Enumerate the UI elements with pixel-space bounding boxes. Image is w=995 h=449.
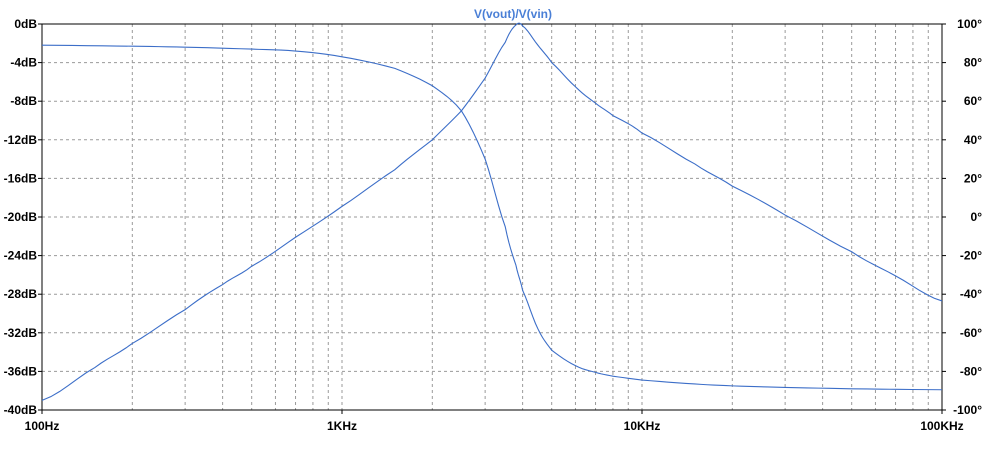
right-axis-tick-label: 80° <box>964 56 982 70</box>
right-axis-tick-label: -20° <box>960 249 982 263</box>
right-axis-tick-label: -40° <box>960 287 982 301</box>
right-axis-tick-label: -60° <box>960 326 982 340</box>
left-axis-tick-label: -20dB <box>4 210 38 224</box>
series-layer <box>41 22 943 401</box>
axes: 0dB -4dB -8dB -12dB -16dB -20dB -24dB -28dB -32d… <box>4 17 983 433</box>
left-axis-tick-label: -28dB <box>4 287 38 301</box>
right-axis-tick-label: -80° <box>960 364 982 378</box>
x-axis-tick-label: 10KHz <box>624 419 661 433</box>
right-axis-tick-label: 60° <box>964 94 982 108</box>
right-axis-tick-label: -100° <box>953 403 982 417</box>
left-axis-tick-label: -24dB <box>4 249 38 263</box>
x-axis-tick-label: 100Hz <box>25 419 60 433</box>
chart-title: V(vout)/V(vin) <box>474 7 552 21</box>
left-axis-tick-label: -36dB <box>4 364 38 378</box>
left-axis-tick-label: -4dB <box>10 56 37 70</box>
right-axis-tick-label: 20° <box>964 171 982 185</box>
left-axis-tick-label: 0dB <box>14 17 37 31</box>
grid <box>42 24 942 410</box>
left-axis-tick-label: -32dB <box>4 326 38 340</box>
right-axis-tick-label: 40° <box>964 133 982 147</box>
left-axis-tick-label: -8dB <box>10 94 37 108</box>
right-axis-tick-label: 100° <box>957 17 982 31</box>
magnitude-series-line <box>41 22 943 401</box>
phase-series-line <box>41 44 943 391</box>
left-axis-tick-label: -40dB <box>4 403 38 417</box>
x-axis-tick-label: 100KHz <box>920 419 963 433</box>
left-axis-tick-label: -16dB <box>4 171 38 185</box>
left-axis-tick-label: -12dB <box>4 133 38 147</box>
right-axis-tick-label: 0° <box>971 210 983 224</box>
x-axis-tick-label: 1KHz <box>327 419 357 433</box>
